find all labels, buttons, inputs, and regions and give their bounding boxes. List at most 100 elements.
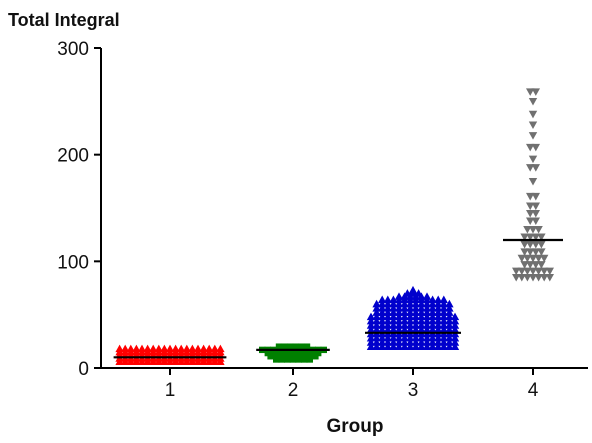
data-point: [520, 240, 529, 249]
data-point: [523, 273, 532, 282]
data-point: [540, 267, 549, 276]
data-point: [520, 233, 529, 241]
data-point: [450, 333, 460, 342]
data-point: [383, 308, 392, 316]
data-point: [366, 338, 376, 346]
data-point: [534, 267, 543, 276]
data-point: [287, 343, 294, 350]
data-point: [199, 344, 208, 353]
data-point: [389, 342, 398, 351]
data-point: [406, 316, 415, 325]
data-point: [406, 304, 415, 312]
data-point: [526, 192, 535, 201]
data-point: [517, 273, 526, 282]
data-point: [445, 333, 454, 342]
data-point: [439, 299, 448, 308]
data-point: [400, 304, 409, 312]
x-tick-label: 2: [288, 380, 299, 401]
data-point: [445, 316, 454, 325]
data-point: [372, 333, 381, 342]
data-point: [394, 299, 404, 308]
data-point: [403, 289, 412, 297]
data-point: [537, 240, 546, 249]
data-point: [417, 316, 426, 325]
data-point: [417, 304, 426, 312]
data-point: [366, 321, 376, 329]
data-point: [540, 273, 549, 282]
data-point: [188, 344, 197, 353]
data-point: [434, 338, 443, 346]
data-point: [537, 248, 546, 256]
data-point: [439, 338, 448, 346]
data-point: [394, 342, 404, 351]
data-point: [389, 295, 398, 304]
data-point: [537, 261, 546, 269]
data-point: [434, 304, 443, 312]
data-point: [366, 342, 376, 351]
data-point: [406, 333, 415, 342]
data-point: [534, 273, 543, 282]
data-point: [531, 143, 540, 152]
data-point: [517, 267, 526, 276]
data-point: [378, 325, 387, 333]
data-point: [372, 342, 381, 351]
data-point: [428, 338, 437, 346]
data-point: [372, 304, 381, 312]
data-point: [528, 225, 538, 234]
data-point: [439, 316, 448, 325]
data-point: [434, 333, 443, 342]
data-point: [389, 308, 398, 316]
data-point: [445, 342, 454, 351]
data-point: [298, 343, 305, 350]
data-point: [526, 217, 535, 225]
data-point: [428, 299, 437, 308]
data-point: [281, 343, 288, 350]
data-point: [531, 217, 540, 225]
data-point: [445, 338, 454, 346]
data-point: [378, 304, 387, 312]
data-point: [528, 97, 538, 106]
data-point: [528, 121, 538, 129]
data-point: [378, 308, 387, 316]
data-point: [149, 344, 158, 353]
data-point: [526, 202, 535, 211]
data-point: [383, 295, 392, 304]
data-point: [165, 344, 175, 353]
data-point: [528, 110, 538, 119]
data-point: [417, 299, 426, 308]
data-point: [434, 342, 443, 351]
data-point: [383, 333, 392, 342]
data-point: [177, 344, 186, 353]
data-point: [422, 292, 432, 300]
data-point: [406, 299, 415, 308]
data-point: [132, 344, 141, 353]
data-point: [378, 321, 387, 329]
data-point: [526, 240, 535, 249]
data-point: [528, 267, 538, 276]
data-point: [411, 333, 420, 342]
data-point: [439, 304, 448, 312]
data-point: [450, 316, 460, 325]
data-point: [450, 312, 460, 321]
data-point: [378, 338, 387, 346]
data-point: [383, 321, 392, 329]
data-point: [383, 316, 392, 325]
data-point: [411, 304, 420, 312]
data-point: [520, 248, 529, 256]
data-point: [372, 308, 381, 316]
data-point: [378, 342, 387, 351]
data-point: [439, 295, 448, 304]
data-point: [394, 308, 404, 316]
data-point: [445, 299, 454, 308]
data-point: [411, 342, 420, 351]
data-point: [434, 325, 443, 333]
data-point: [439, 321, 448, 329]
data-point: [389, 325, 398, 333]
data-point: [528, 273, 538, 282]
data-point: [523, 267, 532, 276]
data-point: [534, 225, 543, 234]
data-point: [531, 240, 540, 249]
data-point: [434, 312, 443, 321]
data-point: [372, 325, 381, 333]
data-point: [531, 164, 540, 172]
